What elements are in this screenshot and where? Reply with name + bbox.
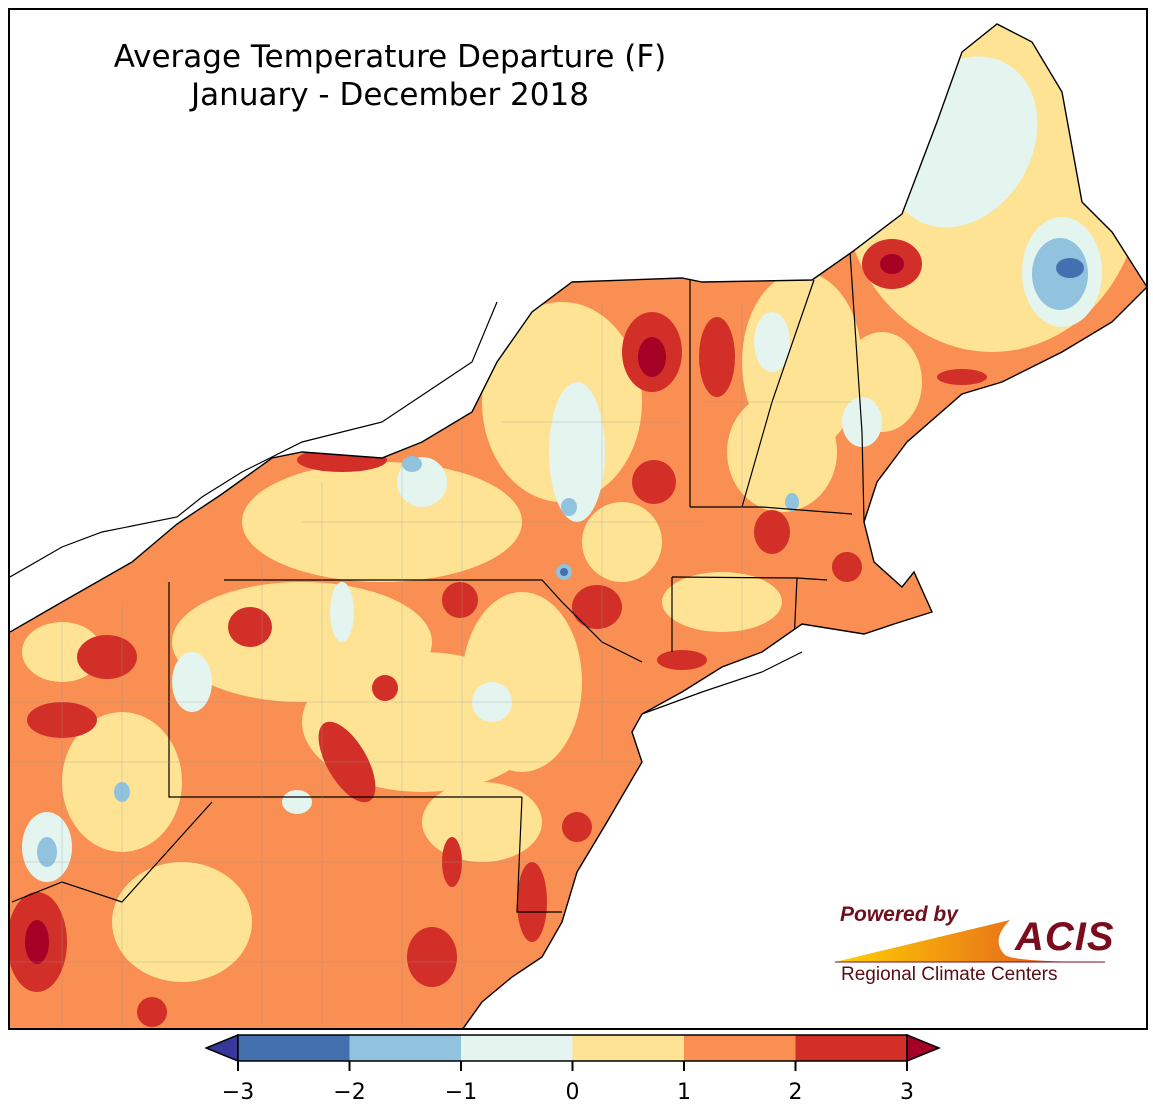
- title-line-2: January - December 2018: [191, 77, 589, 113]
- coastline: [10, 23, 1146, 1028]
- colorbar-under-arrow: [205, 1034, 239, 1063]
- logo-regional-climate-centers: Regional Climate Centers: [841, 964, 1058, 985]
- map-frame: [8, 8, 1148, 1030]
- title-line-1: Average Temperature Departure (F): [113, 39, 667, 75]
- colorbar-bin: [461, 1035, 573, 1061]
- colorbar-bin: [684, 1035, 796, 1061]
- colorbar-over-arrow: [906, 1034, 941, 1063]
- colorbar-bin: [572, 1035, 684, 1061]
- colorbar-bin: [349, 1035, 461, 1061]
- colorbar: [205, 1034, 941, 1071]
- colorbar-bin: [795, 1035, 907, 1061]
- colorbar-bin: [238, 1035, 350, 1061]
- logo-swoosh-icon: [835, 920, 1105, 963]
- logo-acis: ACIS: [1015, 915, 1115, 959]
- lake-shoreline: [10, 301, 498, 578]
- colorbar-tick-label: 3: [900, 1080, 914, 1105]
- colorbar-tick-label: 1: [677, 1080, 691, 1105]
- colorbar-tick-label: −2: [333, 1080, 366, 1105]
- temperature-departure-map: [10, 23, 1146, 1028]
- map-title: Average Temperature Departure (F) Januar…: [30, 38, 750, 114]
- colorbar-tick-label: 2: [788, 1080, 803, 1105]
- colorbar-tick-label: 0: [565, 1080, 580, 1105]
- colorbar-tick-label: −3: [221, 1080, 255, 1105]
- logo-powered-by: Powered by: [840, 903, 958, 926]
- departure-contours: [10, 24, 1146, 1028]
- long-island-shore: [641, 651, 803, 715]
- colorbar-tick-label: −1: [444, 1080, 478, 1105]
- acis-logo: Powered by ACIS Regional Climate Centers: [830, 900, 1120, 1000]
